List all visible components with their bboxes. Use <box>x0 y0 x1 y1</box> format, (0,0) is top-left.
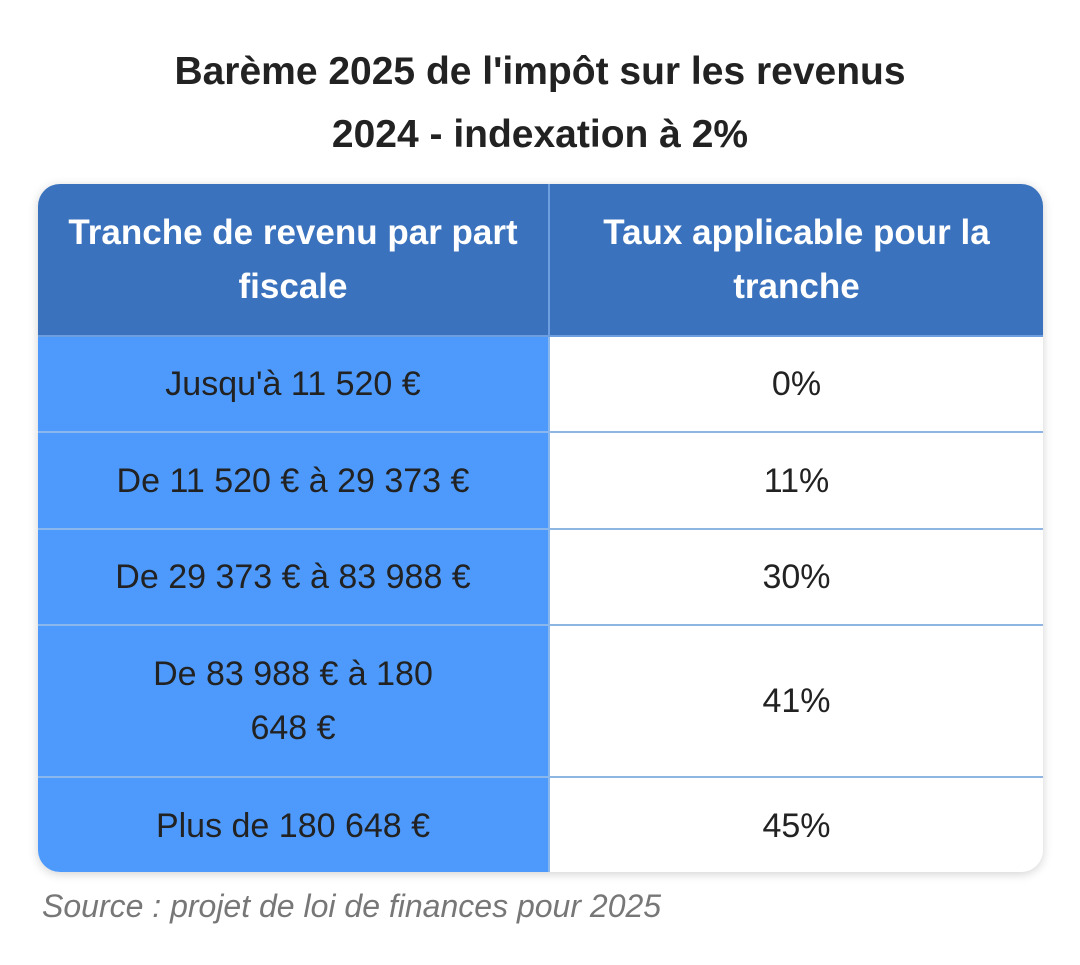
range-cell: De 83 988 € à 180 648 € <box>38 625 550 778</box>
rate-cell: 41% <box>549 625 1043 778</box>
chart-title: Barème 2025 de l'impôt sur les revenus 2… <box>0 40 1080 166</box>
column-header-rate: Taux applicable pour la tranche <box>549 184 1043 337</box>
tax-table: Tranche de revenu par part fiscale Taux … <box>38 184 1043 872</box>
table-row: De 29 373 € à 83 988 € 30% <box>38 529 1043 626</box>
rate-cell: 30% <box>549 529 1043 626</box>
column-header-range: Tranche de revenu par part fiscale <box>38 184 550 337</box>
source-note: Source : projet de loi de finances pour … <box>42 888 662 924</box>
chart-title-line-1: Barème 2025 de l'impôt sur les revenus <box>174 50 906 93</box>
rate-cell: 0% <box>549 336 1043 433</box>
table-header-row: Tranche de revenu par part fiscale Taux … <box>38 184 1043 337</box>
chart-title-line-2: 2024 - indexation à 2% <box>331 113 749 156</box>
rate-cell: 45% <box>549 777 1043 872</box>
table-row: Plus de 180 648 € 45% <box>38 777 1043 872</box>
range-cell: De 29 373 € à 83 988 € <box>38 529 550 626</box>
range-cell: Plus de 180 648 € <box>38 777 550 872</box>
tax-bracket-table: Tranche de revenu par part fiscale Taux … <box>38 184 1043 872</box>
rate-cell: 11% <box>549 432 1043 530</box>
table-row: De 83 988 € à 180 648 € 41% <box>38 625 1043 778</box>
table-row: Jusqu'à 11 520 € 0% <box>38 336 1043 433</box>
table-row: De 11 520 € à 29 373 € 11% <box>38 432 1043 530</box>
range-cell: Jusqu'à 11 520 € <box>38 336 550 433</box>
range-cell: De 11 520 € à 29 373 € <box>38 432 550 530</box>
